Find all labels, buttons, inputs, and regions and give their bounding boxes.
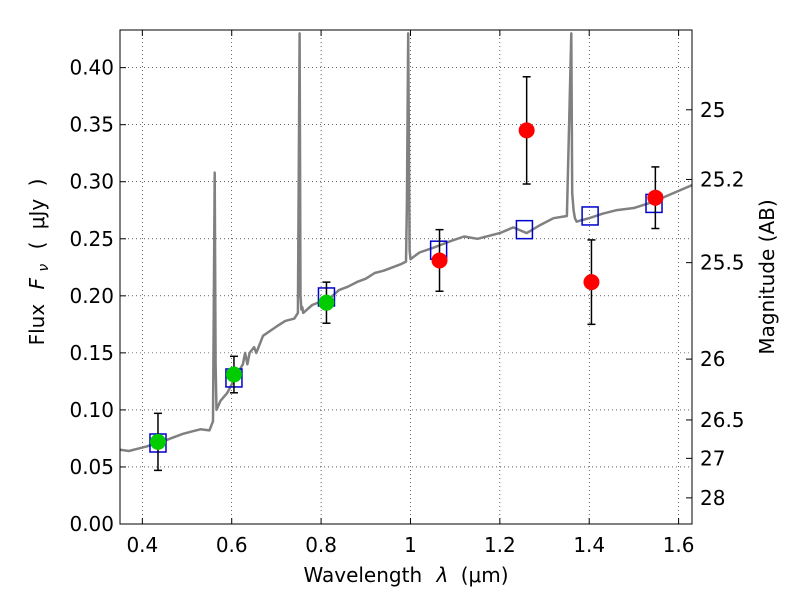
x-tick-label: 0.4 — [126, 533, 158, 557]
model-square-point — [581, 206, 599, 226]
x-tick-label: 1.2 — [484, 533, 516, 557]
axis-ticks: 0.4 0.6 0.8 1 1.2 1.4 1.6 0.00 0.05 0.10 0.15 0.20 0… — [69, 30, 745, 557]
y2-tick-label: 26.5 — [700, 408, 745, 432]
observed-point-red — [583, 274, 600, 291]
y-axis-title-open: ( — [25, 242, 49, 250]
y-axis-title-subscript: ν — [36, 264, 52, 272]
observed-point-red — [647, 189, 664, 206]
y-tick-label: 0.05 — [69, 455, 114, 479]
y-axis-title-unit: μJy — [25, 199, 49, 230]
x-tick-label: 0.6 — [216, 533, 248, 557]
x-axis-title-symbol: λ — [436, 563, 449, 587]
y-tick-label: 0.40 — [69, 56, 114, 80]
observed-point-green — [225, 366, 242, 383]
y2-tick-label: 27 — [700, 446, 725, 470]
y2-tick-label: 25.5 — [700, 251, 745, 275]
plot-frame — [119, 29, 693, 525]
x-tick-label: 1 — [404, 533, 417, 557]
observed-point-red — [518, 122, 535, 139]
y2-tick-label: 25 — [700, 98, 725, 122]
observed-point-red — [431, 252, 448, 269]
y-axis-title-close: ) — [25, 179, 49, 187]
grid-lines — [120, 30, 692, 525]
y-tick-label: 0.30 — [69, 170, 114, 194]
y-tick-label: 0.20 — [69, 284, 114, 308]
y-axis-title: Flux F ν ( μJy ) — [25, 179, 53, 346]
y-tick-label: 0.10 — [69, 398, 114, 422]
y-tick-label: 0.00 — [69, 512, 114, 536]
y-tick-label: 0.35 — [69, 113, 114, 137]
y2-tick-label: 25.2 — [700, 167, 745, 191]
y2-tick-label: 26 — [700, 347, 725, 371]
spectrum-line — [120, 32, 692, 453]
y-tick-label: 0.25 — [69, 227, 114, 251]
x-tick-label: 0.8 — [305, 533, 337, 557]
observed-point-green — [318, 294, 335, 311]
x-axis-title-unit: (μm) — [461, 563, 509, 587]
y-axis-title-text: Flux — [25, 304, 49, 346]
x-axis-title-text: Wavelength — [303, 563, 422, 587]
y2-axis-title: Magnitude (AB) — [755, 199, 779, 354]
plot-area — [120, 32, 692, 472]
y2-tick-label: 28 — [700, 486, 725, 510]
model-square-point — [515, 219, 534, 240]
observed-point-green — [149, 433, 166, 450]
y-tick-label: 0.15 — [69, 341, 114, 365]
x-tick-label: 1.4 — [573, 533, 605, 557]
x-axis-title: Wavelength λ (μm) — [303, 563, 508, 587]
y-axis-title-symbol: F — [25, 277, 49, 289]
x-tick-label: 1.6 — [663, 533, 695, 557]
